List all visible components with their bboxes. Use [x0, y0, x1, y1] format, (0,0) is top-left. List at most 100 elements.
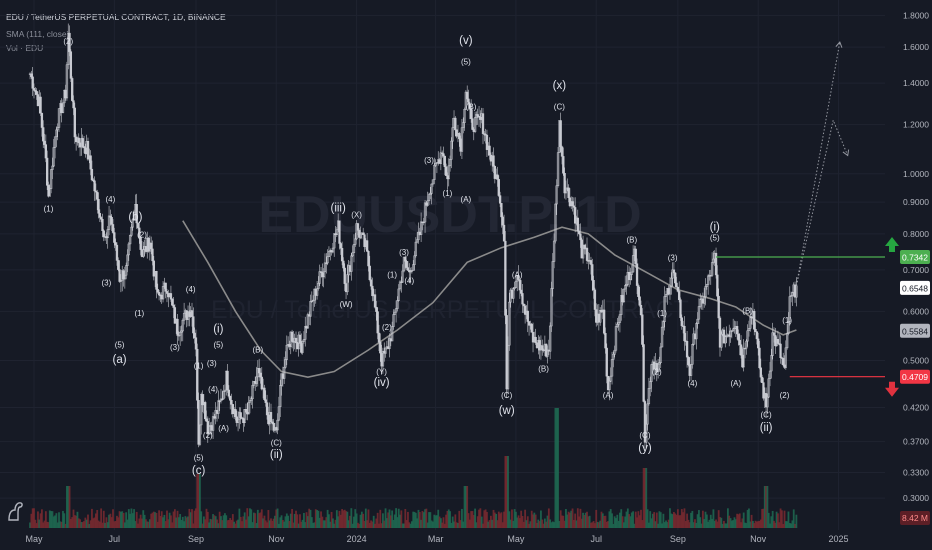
candle-body [276, 419, 279, 431]
volume-bar [345, 511, 347, 528]
volume-bar [76, 511, 79, 528]
volume-bar [304, 522, 307, 528]
volume-bar [283, 521, 286, 528]
volume-bar [138, 518, 141, 528]
candle-body [788, 296, 791, 322]
volume-bar [459, 520, 462, 528]
volume-bar [400, 510, 403, 528]
volume-bar [740, 522, 742, 528]
candle-body [430, 183, 433, 194]
candle-body [298, 334, 302, 344]
candle-body [776, 339, 780, 344]
volume-bar [364, 508, 367, 528]
resistance-price-tag[interactable] [900, 250, 930, 265]
candle-body [634, 248, 637, 264]
volume-bar [330, 511, 333, 528]
volume-bar [695, 522, 698, 528]
candle-body [72, 100, 75, 109]
x-tick-label: May [507, 534, 525, 544]
candle-body [426, 200, 429, 206]
volume-tag[interactable] [900, 511, 930, 525]
candle-body [627, 271, 631, 281]
volume-bar [331, 518, 334, 528]
y-tick-label: 0.7000 [903, 265, 929, 275]
candle-body [172, 305, 175, 308]
candle-body [650, 364, 653, 382]
projection-path[interactable] [795, 118, 849, 286]
volume-bar [744, 522, 746, 528]
candle-body [688, 364, 691, 376]
volume-bar [206, 511, 209, 528]
candle-body [617, 322, 620, 325]
candle-body [401, 270, 404, 283]
volume-bar [55, 513, 58, 528]
candle-body [383, 350, 386, 354]
volume-bar [146, 521, 149, 528]
wave-label: (3) [207, 359, 217, 368]
candle-body [513, 287, 516, 289]
candle-body [498, 195, 502, 204]
volume-bar [143, 514, 146, 528]
wave-label: (i) [213, 323, 223, 335]
volume-bar [475, 522, 478, 528]
volume-bar [225, 515, 228, 528]
support-price-tag[interactable] [900, 369, 930, 384]
candle-body [481, 113, 485, 134]
candle-body [413, 255, 416, 265]
volume-bar [580, 518, 583, 528]
candle-body [571, 201, 574, 207]
projection-path[interactable] [795, 42, 841, 286]
volume-bar [579, 508, 582, 528]
wave-label: (v) [459, 35, 473, 47]
volume-bar [792, 509, 795, 528]
volume-bar [474, 508, 476, 528]
volume-bar [759, 519, 762, 528]
candle-body [265, 402, 269, 416]
volume-bar [763, 486, 766, 528]
candle-body [667, 288, 670, 295]
candle-body [479, 117, 482, 120]
volume-bar [239, 516, 242, 528]
volume-bar [583, 515, 586, 528]
volume-bar [300, 521, 303, 528]
volume-bar [563, 520, 566, 528]
candle-body [106, 229, 109, 239]
volume-bar [313, 522, 316, 528]
x-tick-label: Jul [109, 534, 121, 544]
volume-bar [105, 517, 108, 528]
volume-bar [608, 511, 611, 528]
candle-body [785, 333, 789, 349]
candle-body [362, 232, 365, 235]
sma-legend-label[interactable]: SMA (111, close) [6, 29, 70, 39]
last-price-tag[interactable] [900, 280, 930, 295]
volume-bar [401, 523, 404, 528]
sma-price-tag[interactable] [900, 323, 930, 338]
volume-bar [457, 522, 459, 528]
candle-body [197, 400, 200, 445]
volume-bar [96, 510, 99, 528]
volume-bar [651, 513, 654, 528]
volume-bar [692, 522, 695, 528]
candle-body [523, 305, 527, 315]
volume-bar [596, 521, 599, 528]
volume-bar [466, 486, 469, 528]
volume-legend-label[interactable]: Vol · EDU [6, 43, 44, 53]
volume-bar [649, 511, 652, 528]
wave-label: (A) [603, 391, 614, 400]
volume-bar [58, 512, 60, 528]
candle-body [275, 427, 278, 431]
candle-body [460, 127, 464, 152]
volume-bar [222, 515, 225, 528]
volume-bar [39, 513, 42, 528]
projection-arrowhead [842, 149, 850, 157]
tradingview-logo-icon[interactable] [6, 498, 26, 522]
candle-body [637, 285, 640, 297]
candle-body [791, 292, 794, 296]
candle-body [325, 262, 328, 264]
candle-body [417, 231, 420, 241]
candle-body [346, 274, 349, 293]
volume-bar [358, 523, 361, 528]
volume-bar [541, 519, 544, 528]
x-tick-label: Nov [750, 534, 767, 544]
